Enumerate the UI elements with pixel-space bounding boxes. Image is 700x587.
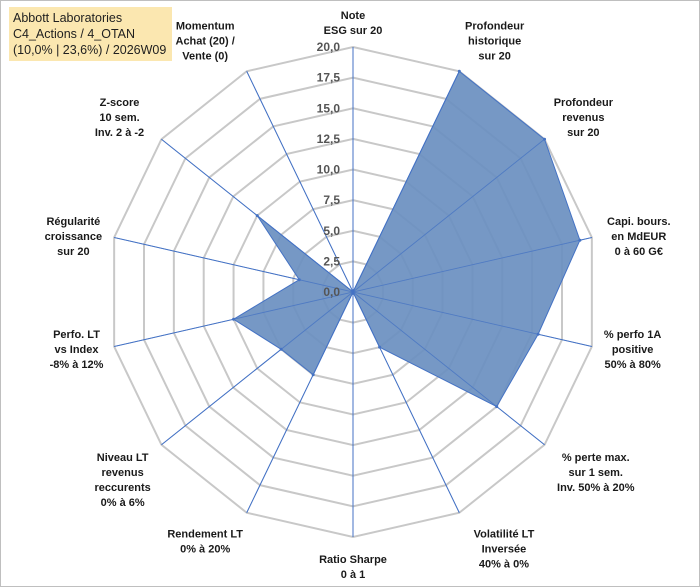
axis-label-line: Inversée xyxy=(482,544,527,556)
axis-label-line: sur 20 xyxy=(57,246,89,258)
axis-label-line: Inv. 2 à -2 xyxy=(95,127,144,139)
axis-label-1: Profondeur historique sur 20 xyxy=(465,20,525,62)
axis-label-11: Régularité croissance sur 20 xyxy=(45,216,102,258)
data-area xyxy=(232,70,581,408)
axis-spoke-overlay-6 xyxy=(352,291,460,513)
tick-label-0: 0,0 xyxy=(323,285,340,299)
axis-label-line: historique xyxy=(468,35,521,47)
axis-spoke-overlay-2 xyxy=(352,138,545,293)
axis-label-line: % perte max. xyxy=(562,452,630,464)
axis-label-line: Régularité xyxy=(46,216,100,228)
tick-label-1: 2,5 xyxy=(323,254,340,268)
axis-label-line: en MdEUR xyxy=(611,231,666,243)
axis-label-line: ESG sur 20 xyxy=(324,25,383,37)
axis-label-line: sur 1 sem. xyxy=(569,467,623,479)
axis-label-5: % perte max. sur 1 sem. Inv. 50% à 20% xyxy=(557,452,635,494)
axis-label-line: -8% à 12% xyxy=(50,359,104,371)
title-line-1: Abbott Laboratories xyxy=(13,11,123,25)
axis-label-line: Momentum xyxy=(176,20,235,32)
axis-spoke-overlay-3 xyxy=(352,237,592,293)
data-point-11 xyxy=(297,278,301,282)
data-point-3 xyxy=(578,238,582,242)
axis-label-line: 10 sem. xyxy=(99,112,139,124)
axis-spoke-overlay-4 xyxy=(352,291,592,347)
axis-label-13: Momentum Achat (20) / Vente (0) xyxy=(176,20,235,62)
axis-label-10: Perfo. LT vs Index -8% à 12% xyxy=(50,329,104,371)
data-point-1 xyxy=(457,69,461,73)
tick-label-2: 5,0 xyxy=(323,224,340,238)
data-point-5 xyxy=(495,405,499,409)
data-point-4 xyxy=(536,332,540,336)
data-point-10 xyxy=(232,317,236,321)
axis-label-line: Inv. 50% à 20% xyxy=(557,482,635,494)
axis-label-8: Rendement LT 0% à 20% xyxy=(167,529,243,556)
axis-label-7: Ratio Sharpe 0 à 1 xyxy=(319,554,387,581)
tick-label-8: 20,0 xyxy=(317,40,341,54)
axis-label-3: Capi. bours. en MdEUR 0 à 60 G€ xyxy=(607,216,671,258)
axis-spoke-overlay-9 xyxy=(161,291,354,446)
axis-label-2: Profondeur revenus sur 20 xyxy=(554,97,614,139)
tick-label-3: 7,5 xyxy=(323,193,340,207)
tick-label-6: 15,0 xyxy=(317,101,341,115)
data-point-8 xyxy=(311,373,315,377)
axis-label-line: croissance xyxy=(45,231,102,243)
axis-label-line: Profondeur xyxy=(465,20,525,32)
axis-spoke-overlay-8 xyxy=(246,291,354,513)
axis-label-line: sur 20 xyxy=(478,50,510,62)
data-point-6 xyxy=(378,345,382,349)
axis-label-line: revenus xyxy=(102,467,144,479)
data-point-13 xyxy=(351,290,355,294)
axis-label-line: reccurents xyxy=(95,482,151,494)
title-line-2: C4_Actions / 4_OTAN xyxy=(13,27,136,41)
axis-label-line: 40% à 0% xyxy=(479,559,529,571)
axis-spoke-overlay-1 xyxy=(352,71,460,293)
axis-label-line: Vente (0) xyxy=(182,50,228,62)
axis-spoke-overlay-13 xyxy=(246,71,354,293)
axis-spoke-overlay-5 xyxy=(352,291,545,446)
data-point-2 xyxy=(543,137,547,141)
axis-label-line: Volatilité LT xyxy=(474,529,535,541)
axis-label-line: Rendement LT xyxy=(167,529,243,541)
axis-label-line: Z-score xyxy=(100,97,140,109)
axis-label-line: 50% à 80% xyxy=(604,359,660,371)
axis-label-line: Perfo. LT xyxy=(53,329,100,341)
axis-label-6: Volatilité LT Inversée 40% à 0% xyxy=(474,529,535,571)
axis-label-line: positive xyxy=(612,344,654,356)
axis-label-line: vs Index xyxy=(54,344,99,356)
axis-label-line: Note xyxy=(341,10,365,22)
axis-label-12: Z-score 10 sem. Inv. 2 à -2 xyxy=(95,97,144,139)
axis-label-line: 0% à 20% xyxy=(180,544,230,556)
axis-spoke-overlay-11 xyxy=(114,237,354,293)
data-point-12 xyxy=(255,214,259,218)
axis-label-9: Niveau LT revenus reccurents 0% à 6% xyxy=(95,452,151,509)
axis-label-line: Capi. bours. xyxy=(607,216,671,228)
axis-label-line: % perfo 1A xyxy=(604,329,662,341)
tick-label-5: 12,5 xyxy=(317,132,341,146)
axis-label-0: Note ESG sur 20 xyxy=(324,10,383,37)
axis-label-line: 0 à 1 xyxy=(341,569,365,581)
axis-label-line: Ratio Sharpe xyxy=(319,554,387,566)
title-line-3: (10,0% | 23,6%) / 2026W09 xyxy=(13,43,167,57)
axis-label-4: % perfo 1A positive 50% à 80% xyxy=(604,329,662,371)
tick-label-7: 17,5 xyxy=(317,71,341,85)
tick-label-4: 10,0 xyxy=(317,163,341,177)
axis-label-line: Achat (20) / xyxy=(176,35,235,47)
axis-label-line: sur 20 xyxy=(567,127,599,139)
axis-label-line: 0% à 6% xyxy=(101,497,145,509)
axis-label-line: revenus xyxy=(562,112,604,124)
axis-label-line: Profondeur xyxy=(554,97,614,109)
axis-label-line: Niveau LT xyxy=(97,452,149,464)
chart-title: Abbott Laboratories C4_Actions / 4_OTAN … xyxy=(9,7,173,61)
data-point-9 xyxy=(279,347,283,351)
axis-label-line: 0 à 60 G€ xyxy=(615,246,663,258)
